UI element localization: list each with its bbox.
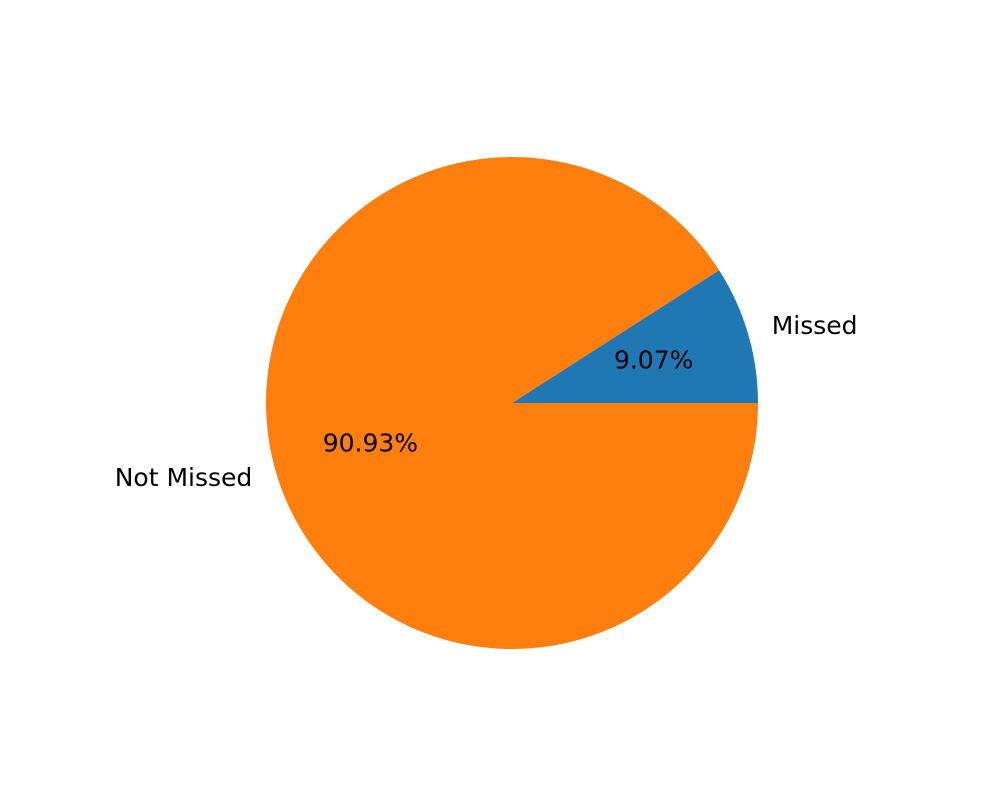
pie-slice-not-missed <box>266 156 758 649</box>
pie-labels: Missed 9.07% Not Missed 90.93% <box>115 311 858 492</box>
pct-label-missed: 9.07% <box>614 346 693 375</box>
slice-label-missed: Missed <box>772 311 858 340</box>
pie-slices <box>266 156 758 649</box>
pie-slice-missed <box>512 270 758 403</box>
pct-label-not-missed: 90.93% <box>323 428 418 457</box>
slice-label-not-missed: Not Missed <box>115 463 253 492</box>
